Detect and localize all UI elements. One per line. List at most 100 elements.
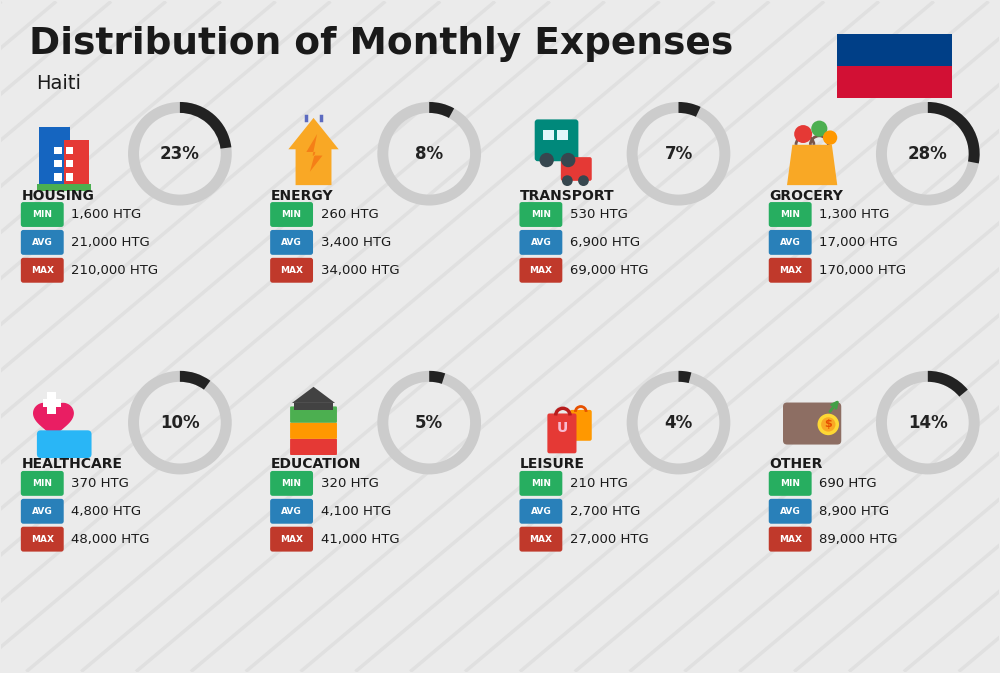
Wedge shape	[627, 102, 730, 205]
Text: 210 HTG: 210 HTG	[570, 477, 628, 490]
FancyBboxPatch shape	[535, 119, 578, 162]
Text: 8%: 8%	[415, 145, 443, 163]
Text: AVG: AVG	[780, 507, 801, 516]
Text: Distribution of Monthly Expenses: Distribution of Monthly Expenses	[29, 26, 734, 63]
FancyBboxPatch shape	[21, 230, 64, 255]
Text: 260 HTG: 260 HTG	[321, 208, 378, 221]
Text: MAX: MAX	[529, 266, 552, 275]
FancyBboxPatch shape	[769, 527, 812, 552]
Wedge shape	[377, 102, 481, 205]
Text: MIN: MIN	[32, 210, 52, 219]
Polygon shape	[292, 387, 335, 403]
Text: 34,000 HTG: 34,000 HTG	[321, 264, 399, 277]
Circle shape	[818, 414, 839, 435]
Text: MAX: MAX	[779, 266, 802, 275]
FancyBboxPatch shape	[290, 439, 337, 455]
Wedge shape	[429, 102, 454, 118]
Text: 23%: 23%	[160, 145, 200, 163]
FancyBboxPatch shape	[21, 258, 64, 283]
Bar	[47, 392, 56, 414]
FancyBboxPatch shape	[519, 230, 562, 255]
Text: AVG: AVG	[281, 238, 302, 247]
Bar	[837, 66, 952, 98]
Text: 4,100 HTG: 4,100 HTG	[321, 505, 391, 518]
Text: 3,400 HTG: 3,400 HTG	[321, 236, 391, 249]
Text: 28%: 28%	[908, 145, 948, 163]
Text: 89,000 HTG: 89,000 HTG	[819, 532, 898, 546]
Text: HEALTHCARE: HEALTHCARE	[21, 458, 122, 472]
Bar	[294, 403, 333, 410]
Wedge shape	[928, 102, 980, 164]
Text: MAX: MAX	[529, 534, 552, 544]
Text: MIN: MIN	[32, 479, 52, 488]
FancyBboxPatch shape	[39, 127, 70, 185]
FancyBboxPatch shape	[561, 157, 592, 181]
Text: 17,000 HTG: 17,000 HTG	[819, 236, 898, 249]
Circle shape	[811, 120, 827, 137]
Wedge shape	[928, 371, 968, 396]
Text: HOUSING: HOUSING	[21, 188, 94, 203]
Circle shape	[823, 131, 837, 145]
FancyBboxPatch shape	[290, 406, 337, 423]
FancyBboxPatch shape	[37, 430, 92, 458]
Wedge shape	[429, 371, 445, 384]
FancyBboxPatch shape	[270, 230, 313, 255]
Text: MIN: MIN	[282, 479, 302, 488]
FancyBboxPatch shape	[270, 202, 313, 227]
Text: 320 HTG: 320 HTG	[321, 477, 378, 490]
Bar	[54, 174, 62, 180]
FancyBboxPatch shape	[769, 230, 812, 255]
Text: MIN: MIN	[780, 479, 800, 488]
Circle shape	[578, 175, 589, 186]
Text: MAX: MAX	[31, 534, 54, 544]
FancyBboxPatch shape	[519, 471, 562, 496]
Text: MIN: MIN	[780, 210, 800, 219]
Text: 69,000 HTG: 69,000 HTG	[570, 264, 648, 277]
FancyBboxPatch shape	[21, 471, 64, 496]
Text: AVG: AVG	[281, 507, 302, 516]
Text: 7%: 7%	[664, 145, 693, 163]
Text: U: U	[557, 421, 568, 435]
Circle shape	[794, 125, 812, 143]
Polygon shape	[306, 134, 322, 172]
FancyBboxPatch shape	[783, 402, 841, 445]
Polygon shape	[787, 145, 837, 185]
FancyBboxPatch shape	[519, 202, 562, 227]
Text: 41,000 HTG: 41,000 HTG	[321, 532, 399, 546]
FancyBboxPatch shape	[519, 527, 562, 552]
Text: LEISURE: LEISURE	[520, 458, 585, 472]
Wedge shape	[180, 102, 231, 149]
Text: 48,000 HTG: 48,000 HTG	[71, 532, 150, 546]
Bar	[37, 184, 91, 191]
Text: 21,000 HTG: 21,000 HTG	[71, 236, 150, 249]
Text: 6,900 HTG: 6,900 HTG	[570, 236, 640, 249]
FancyBboxPatch shape	[769, 202, 812, 227]
Text: MAX: MAX	[779, 534, 802, 544]
FancyBboxPatch shape	[769, 471, 812, 496]
Bar	[54, 147, 62, 153]
Text: MAX: MAX	[280, 534, 303, 544]
Text: MAX: MAX	[280, 266, 303, 275]
Text: OTHER: OTHER	[769, 458, 823, 472]
Text: TRANSPORT: TRANSPORT	[520, 188, 615, 203]
Text: 4%: 4%	[664, 414, 693, 431]
FancyBboxPatch shape	[519, 258, 562, 283]
Circle shape	[561, 153, 575, 167]
FancyBboxPatch shape	[21, 527, 64, 552]
Text: 27,000 HTG: 27,000 HTG	[570, 532, 649, 546]
FancyBboxPatch shape	[547, 413, 576, 454]
Circle shape	[821, 417, 835, 431]
Text: MAX: MAX	[31, 266, 54, 275]
Polygon shape	[288, 118, 339, 185]
Text: 1,300 HTG: 1,300 HTG	[819, 208, 889, 221]
Text: 4,800 HTG: 4,800 HTG	[71, 505, 141, 518]
Text: AVG: AVG	[32, 238, 53, 247]
FancyBboxPatch shape	[270, 258, 313, 283]
Circle shape	[539, 153, 554, 167]
Text: 10%: 10%	[160, 414, 200, 431]
Wedge shape	[377, 371, 481, 474]
FancyBboxPatch shape	[570, 410, 592, 441]
Wedge shape	[128, 371, 232, 474]
Wedge shape	[627, 371, 730, 474]
Text: ENERGY: ENERGY	[271, 188, 333, 203]
